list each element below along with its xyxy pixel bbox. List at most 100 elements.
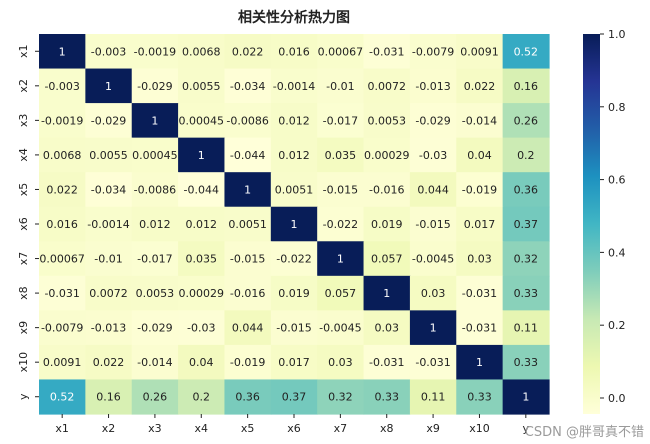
cell-value-label: 1 <box>291 218 298 231</box>
x-tick-label: x7 <box>334 422 348 435</box>
cell-value-label: 0.00029 <box>364 149 410 162</box>
heatmap-cell <box>409 68 457 104</box>
heatmap-cell <box>363 68 411 104</box>
y-tick-label: x8 <box>17 286 30 300</box>
y-tick-label: y <box>17 393 30 400</box>
cell-value-label: 0.0055 <box>182 80 221 93</box>
heatmap-cell <box>224 344 272 381</box>
heatmap-cell <box>456 172 504 208</box>
cell-value-label: 1 <box>337 253 344 266</box>
cell-value-label: -0.0079 <box>412 45 454 58</box>
cell-value-label: 0.016 <box>278 45 310 58</box>
heatmap-cell <box>456 137 504 173</box>
heatmap-cell <box>363 34 411 70</box>
heatmap-cell <box>131 103 179 139</box>
heatmap-cell <box>39 68 86 104</box>
heatmap-cell <box>39 172 86 208</box>
heatmap-cell <box>270 241 318 277</box>
heatmap-cell <box>131 344 179 381</box>
cell-value-label: -0.019 <box>462 183 497 196</box>
cell-value-label: 0.03 <box>421 287 446 300</box>
cell-value-label: -0.003 <box>91 45 126 58</box>
x-tick-label: y <box>523 422 530 435</box>
cell-value-label: 1 <box>105 80 112 93</box>
cell-value-label: 0.057 <box>325 287 357 300</box>
colorbar-tick-label: 0.8 <box>608 101 626 114</box>
y-tick-label: x9 <box>17 321 30 335</box>
heatmap-cell <box>317 310 365 346</box>
heatmap-cell <box>178 206 226 242</box>
cell-value-label: -0.044 <box>230 149 265 162</box>
heatmap-cell <box>224 206 272 242</box>
cell-value-label: -0.0019 <box>134 45 176 58</box>
cell-value-label: 0.16 <box>96 391 121 404</box>
cell-value-label: -0.034 <box>230 80 265 93</box>
cell-value-label: 0.012 <box>139 218 171 231</box>
cell-value-label: 0.36 <box>514 183 539 196</box>
y-tick-label: x3 <box>17 114 30 128</box>
heatmap-cell <box>85 206 133 242</box>
heatmap-cell <box>39 34 86 70</box>
cell-value-label: -0.029 <box>91 114 126 127</box>
cell-value-label: -0.0086 <box>226 114 268 127</box>
cell-value-label: 0.33 <box>467 391 492 404</box>
heatmap-cell <box>363 379 411 415</box>
heatmap-cell <box>409 206 457 242</box>
colorbar-tick-label: 0.2 <box>608 319 626 332</box>
cell-value-label: 0.0051 <box>275 183 314 196</box>
cell-value-label: 0.26 <box>514 114 539 127</box>
heatmap-cell <box>409 137 457 173</box>
cell-value-label: 0.2 <box>517 149 535 162</box>
heatmap-cell <box>131 68 179 104</box>
heatmap-cell <box>85 241 133 277</box>
cell-value-label: -0.0019 <box>41 114 83 127</box>
cell-value-label: 0.0053 <box>367 114 406 127</box>
heatmap-cell <box>270 172 318 208</box>
cell-value-label: 0.022 <box>46 183 78 196</box>
colorbar-tick-label: 1.0 <box>608 28 626 41</box>
heatmap-cell <box>456 310 504 346</box>
heatmap-cell <box>502 275 550 311</box>
x-tick-label: x3 <box>148 422 162 435</box>
cell-value-label: 0.26 <box>143 391 168 404</box>
heatmap-cell <box>409 103 457 139</box>
cell-value-label: 0.32 <box>514 253 539 266</box>
heatmap-cell <box>363 172 411 208</box>
heatmap-cell <box>85 68 133 104</box>
heatmap-cell <box>317 241 365 277</box>
heatmap-cell <box>363 344 411 381</box>
cell-value-label: 0.0072 <box>89 287 128 300</box>
cell-value-label: 0.03 <box>374 322 399 335</box>
cell-value-label: -0.031 <box>415 356 450 369</box>
x-tick-label: x9 <box>426 422 440 435</box>
cell-value-label: 0.044 <box>232 322 264 335</box>
heatmap-cell <box>456 379 504 415</box>
heatmap-cell <box>502 241 550 277</box>
cell-value-label: 0.0051 <box>228 218 267 231</box>
x-tick-label: x2 <box>102 422 116 435</box>
cell-value-label: 0.022 <box>93 356 125 369</box>
cell-value-label: 0.0091 <box>460 45 499 58</box>
x-tick-label: x5 <box>241 422 255 435</box>
cell-value-label: 0.0072 <box>367 80 406 93</box>
heatmap-cell <box>224 34 272 70</box>
chart-title: 相关性分析热力图 <box>238 9 350 26</box>
heatmap-cell <box>85 172 133 208</box>
heatmap-cell <box>224 275 272 311</box>
heatmap-cell <box>317 68 365 104</box>
heatmap-cell <box>85 344 133 381</box>
heatmap-cell <box>317 275 365 311</box>
cell-value-label: 0.0068 <box>43 149 82 162</box>
heatmap-cell <box>317 172 365 208</box>
heatmap-cell <box>224 68 272 104</box>
heatmap-cell <box>409 172 457 208</box>
heatmap-cell <box>317 206 365 242</box>
cell-value-label: 0.37 <box>514 218 539 231</box>
cell-value-label: -0.016 <box>230 287 265 300</box>
cell-value-label: -0.014 <box>462 114 497 127</box>
cell-value-label: -0.031 <box>369 45 404 58</box>
cell-value-label: -0.0014 <box>273 80 315 93</box>
heatmap-cell <box>178 103 226 139</box>
cell-value-label: 0.16 <box>514 80 539 93</box>
cell-value-label: 1 <box>59 45 66 58</box>
